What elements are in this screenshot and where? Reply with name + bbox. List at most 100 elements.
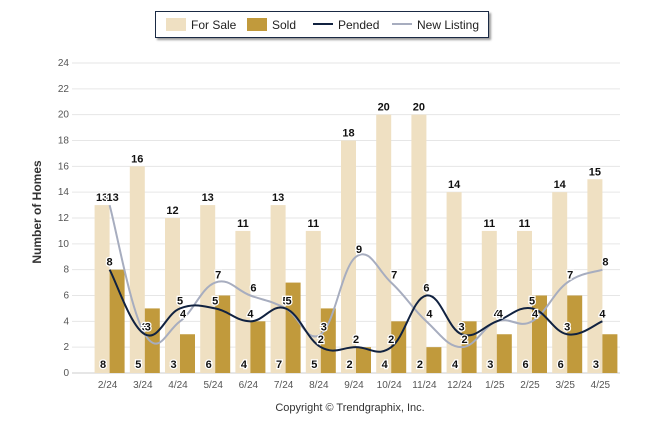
bar-sold	[144, 308, 160, 373]
x-tick-label: 11/24	[412, 380, 437, 391]
new-listing-value-label: 3	[321, 321, 327, 333]
legend: For Sale Sold Pended New Listing	[155, 11, 489, 38]
legend-label-pended: Pended	[338, 18, 380, 32]
sold-value-label: 6	[558, 359, 564, 371]
pended-value-label: 5	[283, 295, 289, 307]
x-tick-label: 6/24	[239, 380, 259, 391]
for-sale-value-label: 12	[166, 205, 178, 217]
for-sale-value-label: 11	[307, 218, 319, 230]
x-tick-label: 12/24	[447, 380, 472, 391]
legend-label-sold: Sold	[272, 18, 297, 32]
y-tick-label: 12	[58, 213, 70, 224]
pended-line	[108, 269, 603, 353]
new-listing-value-label: 2	[462, 334, 468, 346]
new-listing-value-label: 4	[497, 308, 504, 320]
for-sale-value-label: 14	[448, 179, 461, 191]
new-listing-value-label: 5	[286, 295, 292, 307]
new-listing-line	[108, 204, 603, 349]
y-tick-label: 22	[58, 84, 70, 95]
for-sale-value-label: 11	[483, 218, 495, 230]
pended-value-label: 2	[318, 334, 324, 346]
pended-value-label: 3	[459, 321, 465, 333]
pended-value-label: 3	[142, 321, 148, 333]
new-listing-value-label: 8	[602, 257, 608, 269]
bar-for-sale	[129, 166, 145, 373]
sold-value-label: 3	[170, 359, 176, 371]
legend-item-sold: Sold	[247, 17, 296, 33]
pended-swatch	[313, 23, 333, 25]
bar-for-sale	[481, 230, 497, 373]
series-lines	[108, 204, 603, 353]
x-tick-label: 5/24	[203, 380, 223, 391]
x-tick-label: 10/24	[377, 380, 402, 391]
x-tick-label: 7/24	[274, 380, 294, 391]
legend-item-new-listing: New Listing	[392, 17, 479, 33]
y-axis-label: Number of Homes	[30, 160, 44, 264]
x-tick-label: 3/24	[133, 380, 153, 391]
x-axis-ticks: 2/24 3/24 4/24 5/24 6/24 7/24 8/24 9/24 10/24 11/…	[98, 380, 611, 391]
sold-swatch	[247, 18, 267, 31]
sold-value-label: 5	[311, 359, 317, 371]
bar-sold	[285, 282, 301, 373]
legend-item-pended: Pended	[313, 17, 379, 33]
for-sale-swatch	[166, 18, 186, 31]
x-tick-label: 2/24	[98, 380, 118, 391]
bar-for-sale	[446, 192, 462, 373]
y-tick-label: 8	[63, 265, 69, 276]
for-sale-value-label: 11	[237, 218, 249, 230]
for-sale-value-label: 13	[272, 192, 284, 204]
new-listing-value-label: 4	[426, 308, 433, 320]
sold-value-label: 4	[452, 359, 459, 371]
bar-sold	[391, 321, 407, 373]
bar-sold	[250, 321, 266, 373]
sold-value-label: 6	[206, 359, 212, 371]
legend-label-for-sale: For Sale	[191, 18, 237, 32]
x-tick-label: 4/25	[591, 380, 611, 391]
sold-value-label: 2	[346, 359, 352, 371]
new-listing-swatch	[392, 23, 412, 25]
new-listing-value-label: 6	[250, 283, 256, 295]
new-listing-value-label: 3	[145, 321, 151, 333]
y-tick-label: 20	[58, 110, 70, 121]
bar-for-sale	[200, 205, 216, 373]
for-sale-value-label: 20	[413, 102, 425, 114]
for-sale-value-label: 20	[378, 102, 390, 114]
bar-for-sale	[270, 205, 286, 373]
pended-value-label: 5	[177, 295, 183, 307]
bar-for-sale	[235, 230, 251, 373]
bar-for-sale	[341, 140, 356, 373]
new-listing-value-label: 7	[215, 270, 221, 282]
data-labels: 13 16 12 13 11 13 11 18 20 20 14 11 11 14 15 8 5 3 6 4 7 5 2 4 2…	[95, 100, 610, 372]
bar-for-sale	[552, 192, 568, 373]
pended-value-label: 6	[423, 283, 429, 295]
sold-value-label: 8	[100, 359, 106, 371]
sold-value-label: 7	[276, 359, 282, 371]
y-tick-label: 2	[63, 342, 69, 353]
new-listing-value-label: 7	[567, 270, 573, 282]
y-tick-label: 6	[63, 291, 69, 302]
bar-for-sale	[376, 114, 392, 374]
new-listing-value-label: 13	[106, 192, 118, 204]
pended-value-label: 3	[564, 321, 570, 333]
bar-for-sale	[411, 114, 427, 374]
copyright: Copyright © Trendgraphix, Inc.	[275, 402, 425, 414]
bar-sold	[496, 334, 512, 373]
pended-value-label: 4	[247, 308, 254, 320]
bar-sold	[426, 347, 442, 373]
bar-for-sale	[587, 179, 603, 373]
sold-value-label: 2	[417, 359, 423, 371]
bar-for-sale	[305, 230, 321, 373]
legend-item-for-sale: For Sale	[166, 17, 236, 33]
for-sale-value-label: 11	[519, 218, 531, 230]
bar-sold	[356, 347, 371, 373]
for-sale-value-label: 13	[202, 192, 214, 204]
for-sale-value-label: 15	[589, 166, 601, 178]
pended-value-label: 2	[388, 334, 394, 346]
y-tick-label: 10	[58, 239, 70, 250]
sold-value-label: 3	[487, 359, 493, 371]
sold-value-label: 4	[241, 359, 248, 371]
y-tick-label: 16	[58, 161, 70, 172]
pended-value-label: 4	[599, 308, 606, 320]
